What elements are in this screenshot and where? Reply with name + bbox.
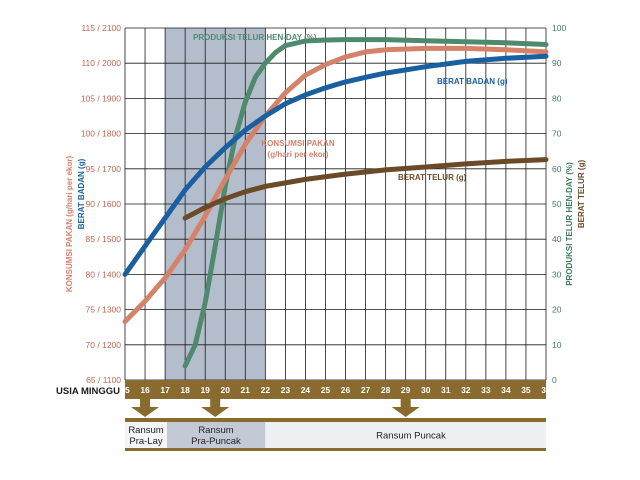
- series-label: PRODUKSI TELUR HEN-DAY (%): [193, 33, 317, 42]
- x-tick-label: 36: [541, 385, 551, 395]
- x-tick-label: 19: [200, 385, 210, 395]
- left-tick-label: 80 / 1400: [86, 269, 122, 279]
- feed-stage-label: Ransum: [128, 425, 163, 436]
- x-tick-label: 30: [421, 385, 431, 395]
- x-tick-label: 20: [221, 385, 231, 395]
- feed-stage-label: Ransum: [198, 425, 233, 436]
- x-tick-label: 28: [381, 385, 391, 395]
- feed-stage-label: Ransum Puncak: [376, 431, 446, 442]
- feed-stage-label: Pra-Lay: [129, 436, 163, 447]
- right-axis-title-prod: PRODUKSI TELUR HEN-DAY (%): [565, 162, 574, 286]
- x-tick-label: 24: [301, 385, 311, 395]
- series-line: [122, 53, 549, 277]
- series-line: [182, 37, 549, 369]
- x-tick-label: 33: [481, 385, 491, 395]
- x-tick-label: 15: [120, 385, 130, 395]
- x-tick-label: 32: [461, 385, 471, 395]
- right-tick-label: 100: [552, 23, 566, 33]
- x-tick-label: 26: [341, 385, 351, 395]
- x-tick-label: 23: [281, 385, 291, 395]
- x-tick-label: 27: [361, 385, 371, 395]
- series-label: BERAT TELUR (g): [398, 173, 467, 182]
- left-tick-label: 100 / 1800: [81, 129, 121, 139]
- right-tick-label: 70: [552, 129, 562, 139]
- left-tick-label: 105 / 1900: [81, 93, 121, 103]
- right-tick-label: 20: [552, 305, 562, 315]
- series-label: BERAT BADAN (g): [437, 77, 508, 86]
- right-tick-label: 80: [552, 93, 562, 103]
- left-tick-label: 85 / 1500: [86, 234, 122, 244]
- x-axis-title: USIA MINGGU: [56, 386, 120, 397]
- left-axis-title-body: BERAT BADAN (g): [77, 158, 86, 229]
- series-label: KONSUMSI PAKAN: [261, 139, 334, 148]
- series-label: (g/hari per ekor): [268, 150, 329, 159]
- right-tick-label: 90: [552, 58, 562, 68]
- right-tick-label: 0: [552, 375, 557, 385]
- x-tick-label: 31: [441, 385, 451, 395]
- feed-stage-top-rule: [125, 418, 546, 422]
- series-line: [122, 45, 549, 325]
- right-tick-label: 10: [552, 340, 562, 350]
- left-axis-title-feed: KONSUMSI PAKAN (g/hari per ekor): [65, 156, 74, 293]
- left-tick-label: 70 / 1200: [86, 340, 122, 350]
- series-lines: [122, 37, 549, 369]
- right-axis-title-egg: BERAT TELUR (g): [577, 160, 586, 229]
- series-labels: PRODUKSI TELUR HEN-DAY (%) KONSUMSI PAKAN…: [193, 33, 508, 182]
- feed-stage-arrow: [131, 399, 160, 417]
- left-tick-label: 90 / 1600: [86, 199, 122, 209]
- feed-stage-peak-bg: [265, 420, 546, 449]
- feed-stage-arrow: [391, 399, 420, 417]
- x-tick-label: 35: [521, 385, 531, 395]
- feed-stage-bottom-rule: [125, 448, 546, 451]
- x-tick-label: 17: [160, 385, 170, 395]
- right-tick-label: 30: [552, 269, 562, 279]
- x-tick-label: 25: [321, 385, 331, 395]
- left-tick-label: 115 / 2100: [81, 23, 121, 33]
- feed-stage-prepeak-bg: [167, 420, 266, 449]
- series-line: [182, 157, 549, 221]
- x-tick-label: 22: [261, 385, 271, 395]
- feed-stage-arrow: [201, 399, 230, 417]
- left-tick-label: 65 / 1100: [86, 375, 121, 385]
- left-axis: 115 / 2100 110 / 2000 105 / 1900 100 / 1800…: [65, 23, 121, 385]
- right-tick-label: 40: [552, 234, 562, 244]
- feed-stage-label: Pra-Puncak: [191, 436, 241, 447]
- left-tick-label: 75 / 1300: [86, 305, 122, 315]
- right-tick-label: 60: [552, 164, 562, 174]
- right-tick-label: 50: [552, 199, 562, 209]
- x-axis: USIA MINGGU 15 16 17 18 19 20 21 22 23 24 25 26 27 28 2…: [56, 380, 551, 399]
- left-tick-label: 110 / 2000: [81, 58, 121, 68]
- x-tick-label: 18: [180, 385, 190, 395]
- x-tick-label: 16: [140, 385, 150, 395]
- left-tick-label: 95 / 1700: [86, 164, 122, 174]
- x-axis-band: [125, 380, 546, 399]
- x-tick-label: 29: [401, 385, 411, 395]
- x-tick-label: 34: [501, 385, 511, 395]
- x-tick-label: 21: [241, 385, 251, 395]
